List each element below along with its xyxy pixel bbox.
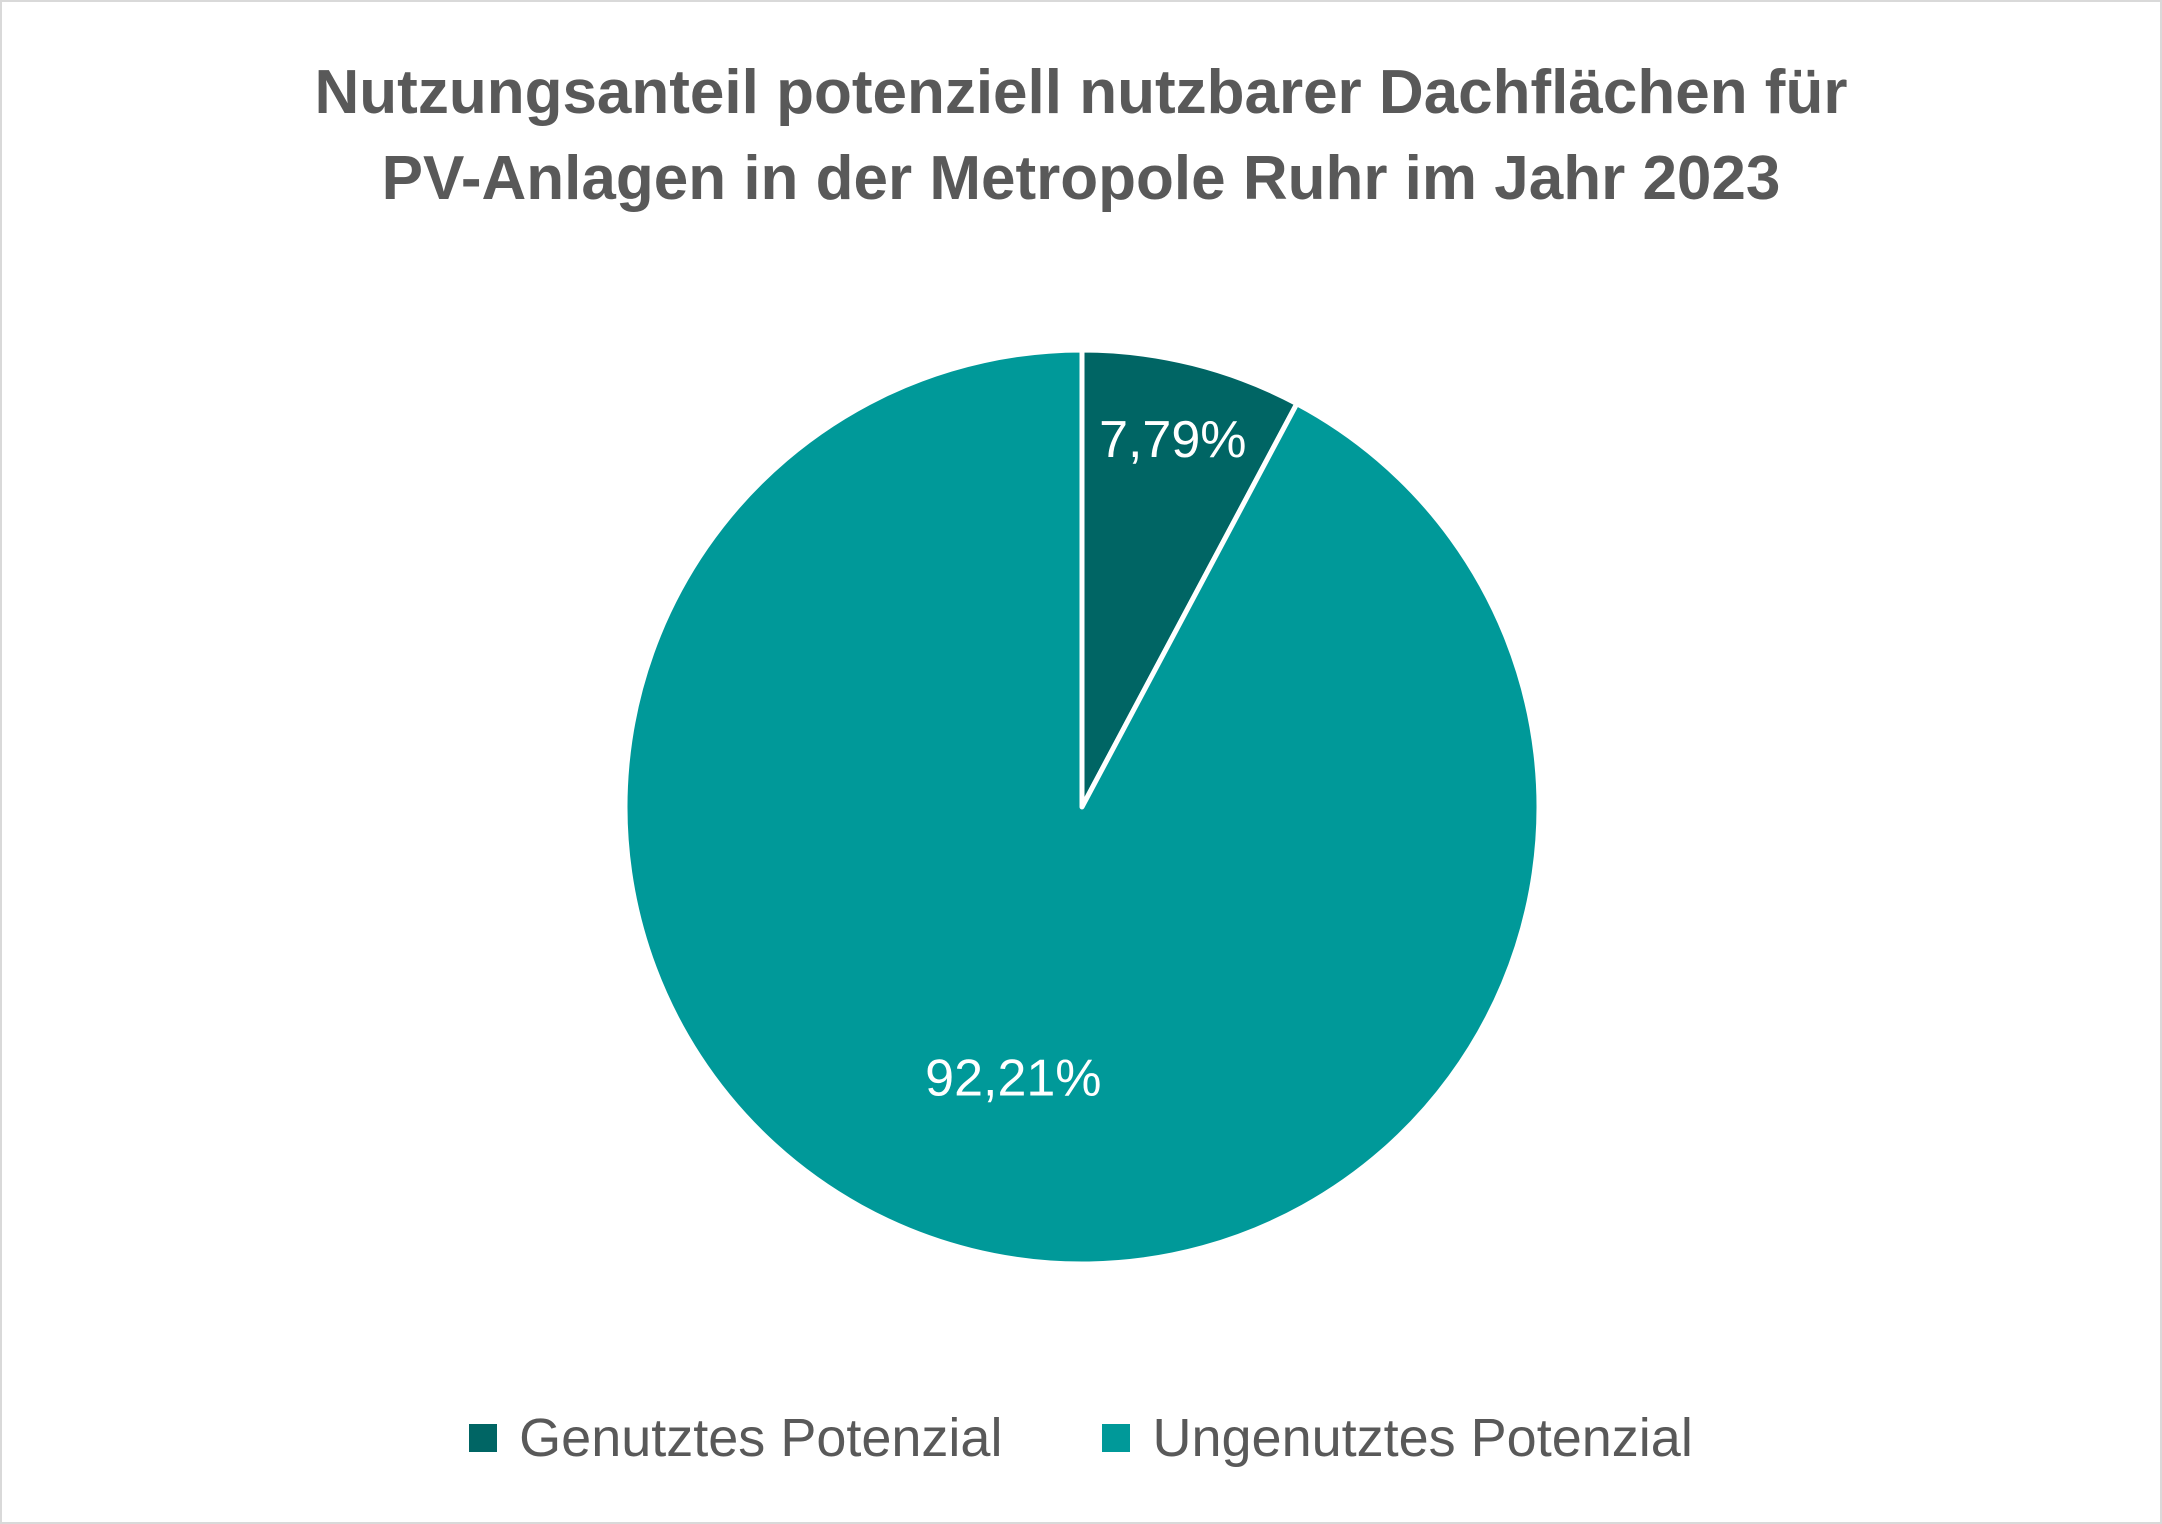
- data-label-ungenutzt: 92,21%: [925, 1050, 1101, 1108]
- legend-swatch-ungenutzt: [1102, 1424, 1131, 1452]
- legend: Genutztes Potenzial Ungenutztes Potenzia…: [2, 1407, 2160, 1469]
- chart-title: Nutzungsanteil potenziell nutzbarer Dach…: [2, 50, 2160, 222]
- legend-item-ungenutzt: Ungenutztes Potenzial: [1102, 1407, 1693, 1469]
- chart-title-line-2: PV-Anlagen in der Metropole Ruhr im Jahr…: [381, 144, 1781, 213]
- legend-label-genutzt: Genutztes Potenzial: [519, 1408, 1003, 1468]
- data-label-genutzt: 7,79%: [1099, 411, 1246, 469]
- legend-label-ungenutzt: Ungenutztes Potenzial: [1152, 1408, 1693, 1468]
- legend-swatch-genutzt: [469, 1424, 498, 1452]
- pie-slice-ungenutzt: [622, 347, 1542, 1267]
- legend-item-genutzt: Genutztes Potenzial: [469, 1407, 1002, 1469]
- pie-slice-genutzt: [1079, 347, 1300, 810]
- chart-title-line-1: Nutzungsanteil potenziell nutzbarer Dach…: [314, 58, 1848, 127]
